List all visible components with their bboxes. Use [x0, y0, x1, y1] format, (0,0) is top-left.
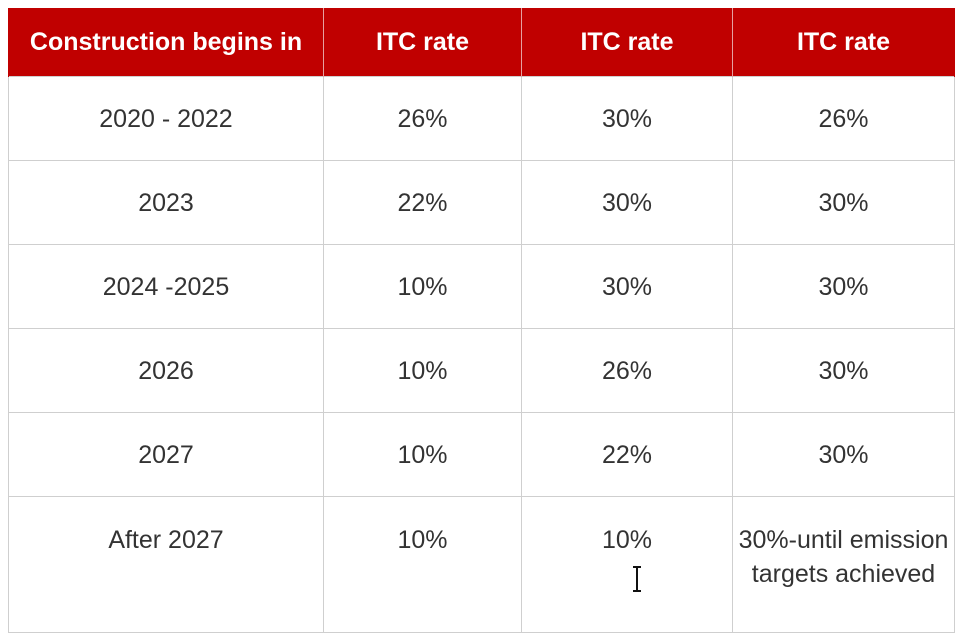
table-row: 2024 -2025 10% 30% 30% [8, 244, 955, 329]
table-row: 2027 10% 22% 30% [8, 412, 955, 497]
header-row: Construction begins in ITC rate ITC rate… [8, 8, 955, 77]
table-cell-rate: 10% [521, 496, 733, 633]
table-cell-rate: 22% [323, 160, 522, 245]
table-row: 2023 22% 30% 30% [8, 160, 955, 245]
table-cell-rate: 30% [732, 328, 955, 413]
table-cell-rate: 30% [521, 160, 733, 245]
table-cell-rate: 30% [521, 244, 733, 329]
table-row: 2026 10% 26% 30% [8, 328, 955, 413]
table-cell-year: 2020 - 2022 [8, 76, 324, 161]
header-construction-begins: Construction begins in [8, 8, 324, 77]
header-itc-rate-1: ITC rate [323, 8, 522, 77]
table-cell-rate: 30% [521, 76, 733, 161]
itc-rate-table: Construction begins in ITC rate ITC rate… [8, 8, 955, 633]
table-cell-year: 2024 -2025 [8, 244, 324, 329]
table-cell-year: 2026 [8, 328, 324, 413]
table-cell-year: 2023 [8, 160, 324, 245]
table-cell-year: 2027 [8, 412, 324, 497]
header-itc-rate-2: ITC rate [521, 8, 733, 77]
table-cell-rate: 10% [323, 244, 522, 329]
header-itc-rate-3: ITC rate [732, 8, 955, 77]
table-cell-rate: 26% [732, 76, 955, 161]
table-cell-rate: 26% [521, 328, 733, 413]
table-cell-rate: 10% [323, 328, 522, 413]
text-cursor-icon [633, 566, 641, 592]
table-cell-rate: 30% [732, 160, 955, 245]
table-cell-rate: 30% [732, 244, 955, 329]
table-cell-rate: 30%-until emission targets achieved [732, 496, 955, 633]
table-cell-rate: 30% [732, 412, 955, 497]
table-cell-rate: 10% [323, 496, 522, 633]
table-cell-year: After 2027 [8, 496, 324, 633]
table-row: 2020 - 2022 26% 30% 26% [8, 76, 955, 161]
table-cell-rate: 10% [323, 412, 522, 497]
table-row: After 2027 10% 10% 30%-until emission ta… [8, 496, 955, 633]
table-cell-rate: 22% [521, 412, 733, 497]
table-cell-rate: 26% [323, 76, 522, 161]
itc-rate-table-container: Construction begins in ITC rate ITC rate… [8, 8, 955, 633]
